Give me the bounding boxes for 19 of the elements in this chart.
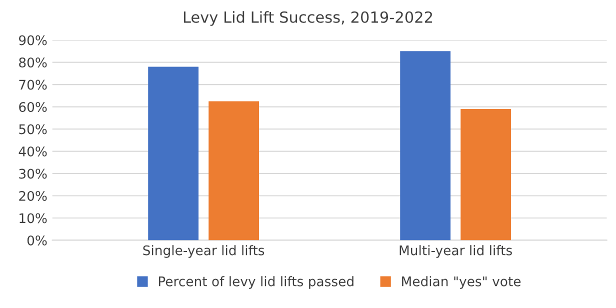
y-tick-label: 90% — [19, 35, 47, 46]
y-tick-label: 50% — [19, 124, 47, 134]
y-tick-label: 80% — [19, 58, 47, 68]
bar — [208, 101, 259, 240]
y-tick-label: 20% — [19, 190, 47, 201]
x-tick-label: Multi-year lid lifts — [400, 245, 512, 258]
bar — [400, 51, 451, 240]
y-tick-label: 30% — [19, 168, 47, 179]
legend-label: Percent of levy lid lifts passed — [158, 276, 354, 289]
y-tick-label: 70% — [19, 80, 47, 90]
y-tick-label: 0% — [27, 235, 47, 246]
y-tick-label: 10% — [20, 213, 47, 224]
bar — [148, 66, 199, 240]
bar — [460, 109, 511, 240]
legend-label: Median "yes" vote — [402, 276, 521, 289]
y-tick-label: 40% — [18, 146, 47, 156]
y-tick-label: 60% — [19, 102, 47, 112]
chart-title: Levy Lid Lift Success, 2019-2022 — [184, 11, 432, 26]
x-tick-label: Single-year lid lifts — [143, 245, 264, 258]
